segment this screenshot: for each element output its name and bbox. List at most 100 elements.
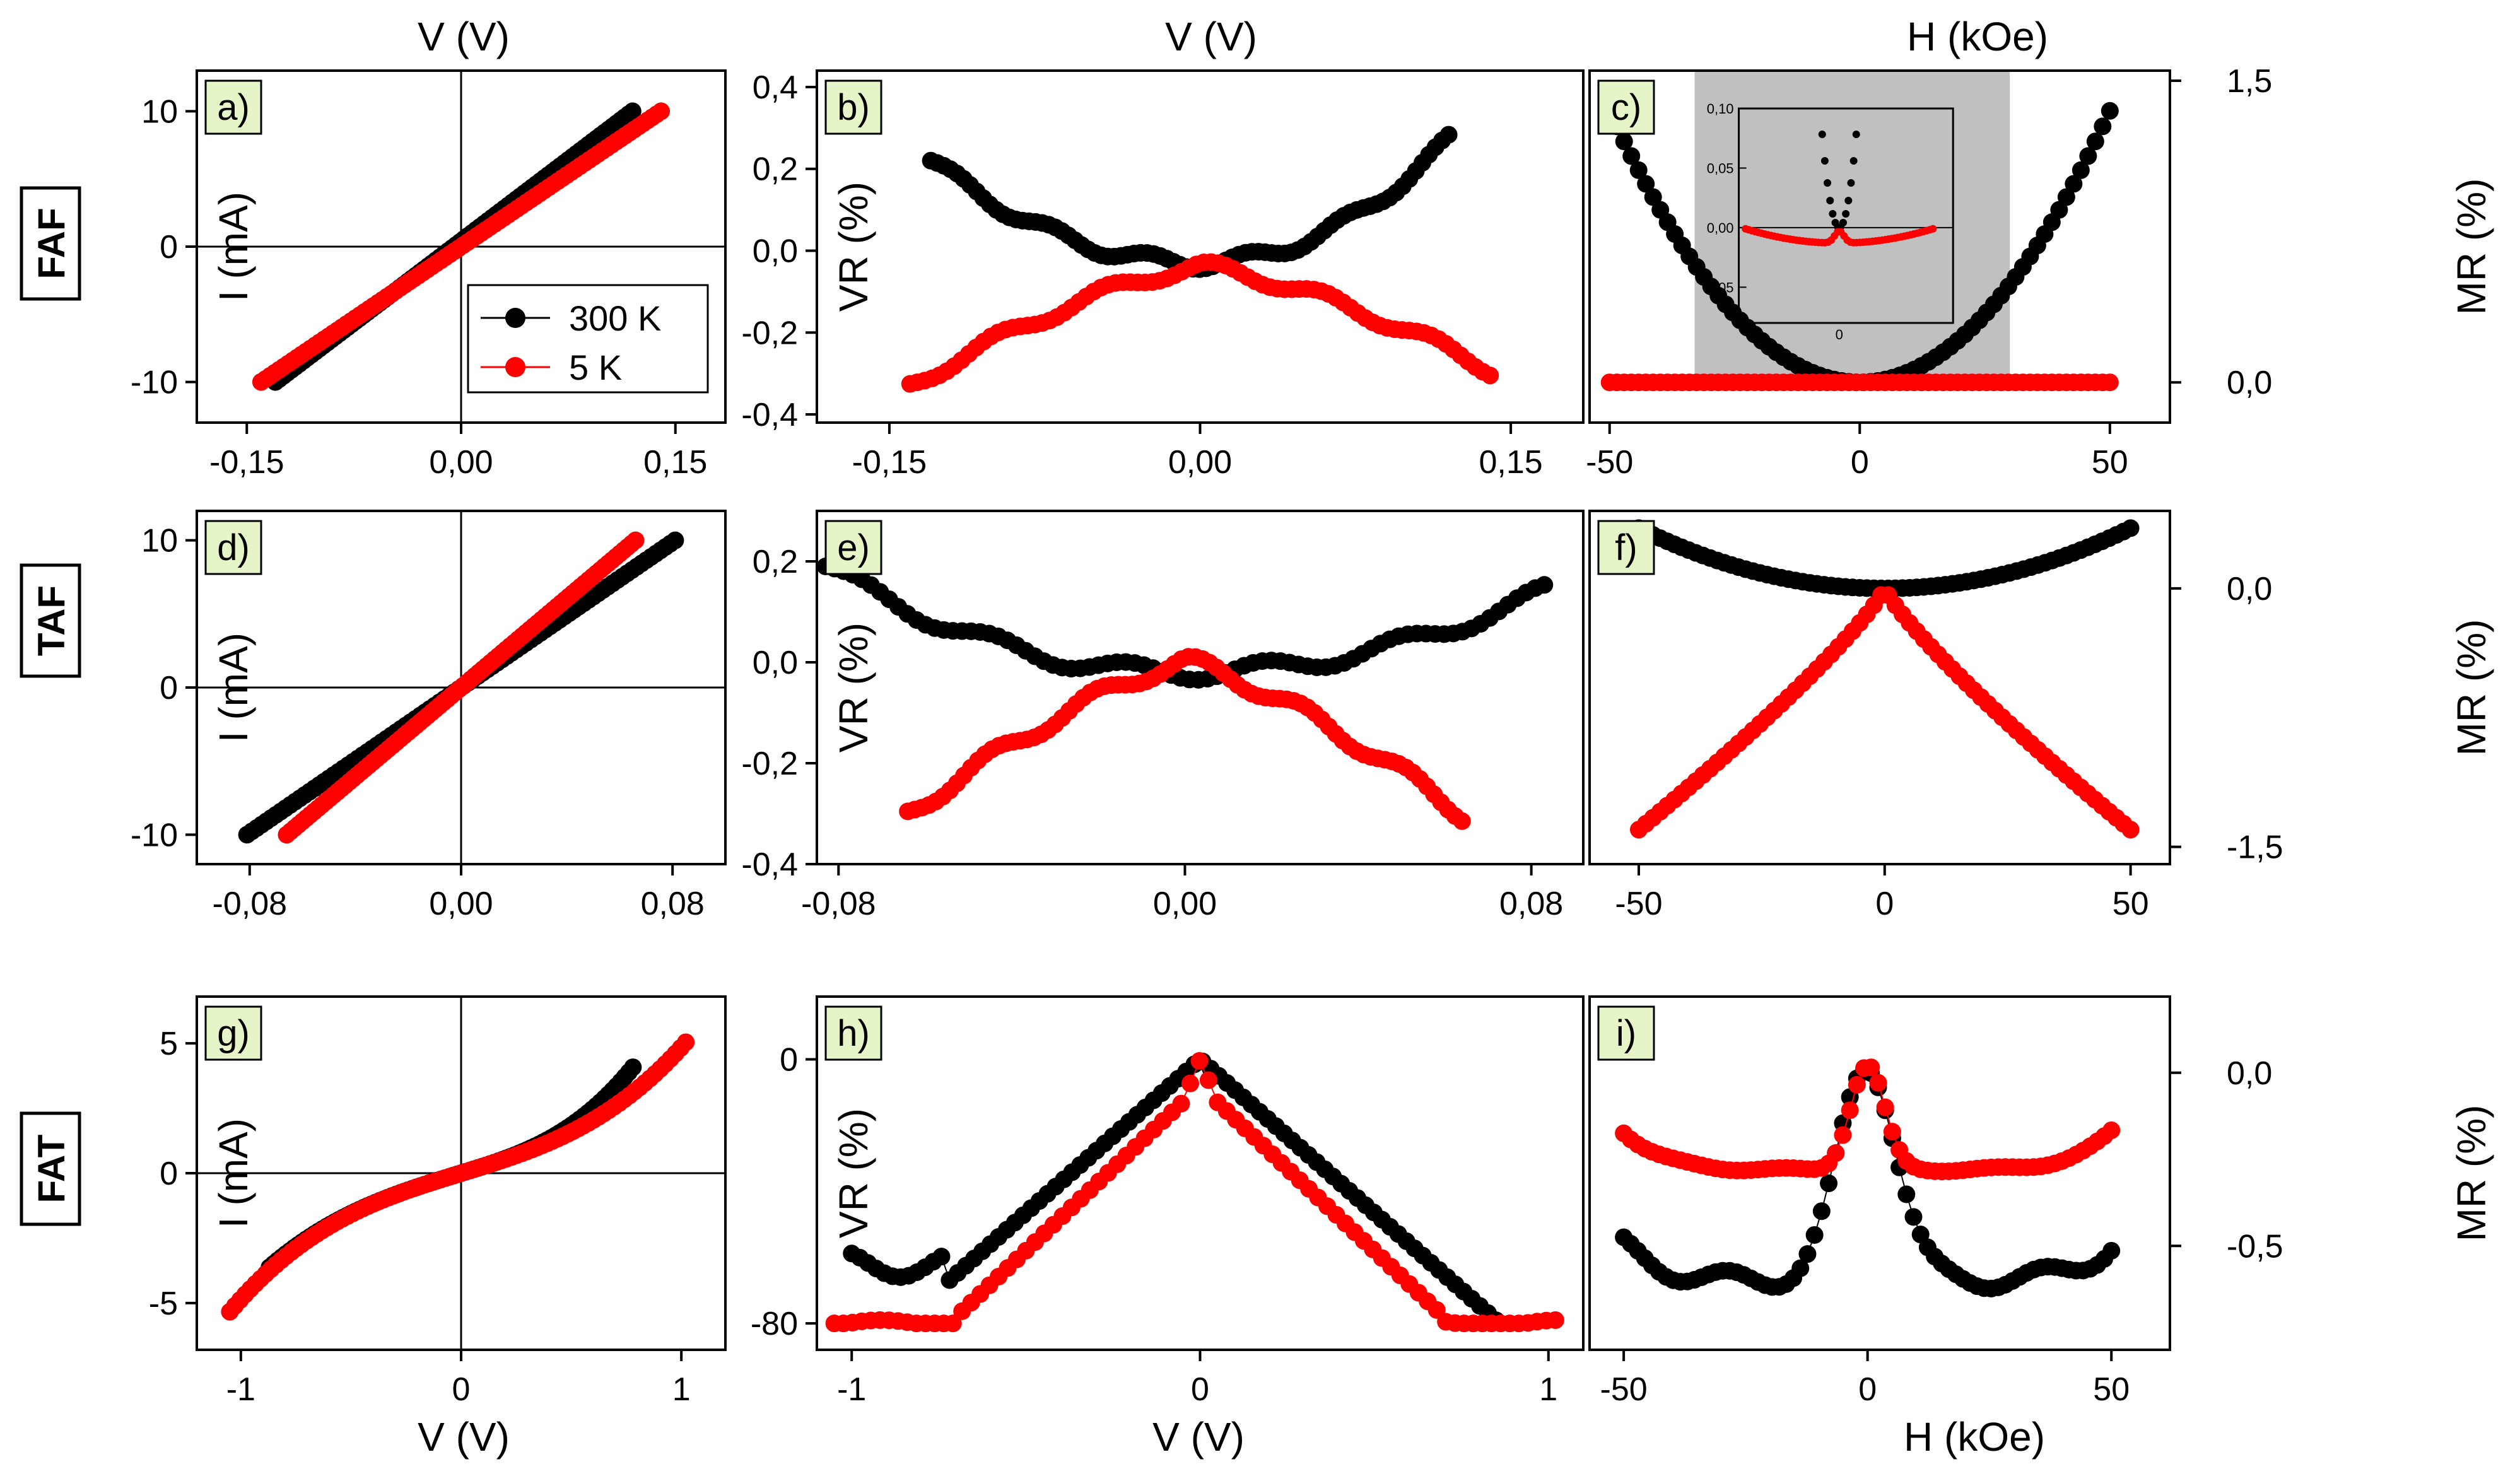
panel-frame (1588, 995, 2171, 1351)
ylabel-c: MR (%) (2449, 179, 2494, 315)
series-b-5k (901, 253, 1499, 393)
bottom-title-col1: V (V) (418, 1414, 510, 1460)
data-point (1439, 126, 1458, 144)
series-d-5k (278, 531, 645, 844)
data-point (2086, 132, 2104, 151)
ytick-label: 1,5 (2227, 63, 2272, 100)
xtick-label: 50 (2092, 444, 2128, 481)
ytick-label: 0 (160, 1156, 178, 1192)
series-f-5k (1629, 586, 2140, 839)
data-point (1535, 576, 1554, 594)
letter-text: a) (217, 87, 250, 128)
xtick-label: -0,08 (801, 886, 876, 922)
ytick-label: 0 (160, 229, 178, 266)
top-title-col2: V (V) (1165, 14, 1257, 59)
inset-point-300k (1839, 219, 1847, 227)
ytick-label: 0,2 (753, 151, 798, 188)
inset-frame (1738, 107, 1954, 324)
letter-text: d) (217, 527, 250, 568)
data-point (1181, 1074, 1199, 1092)
panel-letter-c: c) (1597, 79, 1655, 135)
row-label-taf: TAF (20, 563, 81, 678)
inset-point-300k (1826, 197, 1834, 205)
panel-i: -50 0 50 -0,5 0,0 MR (%) i) (1588, 995, 2494, 1408)
xtick-label: -0,15 (852, 444, 927, 481)
data-point (1848, 1075, 1866, 1094)
xtick-label: 0,08 (641, 886, 705, 922)
ytick-label: -1,5 (2227, 829, 2283, 866)
ylabel-d: I (mA) (211, 633, 256, 742)
legend-marker (505, 357, 525, 377)
data-point (2079, 147, 2097, 165)
ytick-label: 5 (160, 1026, 178, 1062)
ytick-label: -10 (131, 817, 178, 853)
inset-xtick-label: 0 (1836, 327, 1843, 342)
data-point (2102, 1121, 2121, 1139)
inset-point-300k (1818, 131, 1826, 139)
data-point (1453, 812, 1471, 830)
letter-text: h) (837, 1013, 870, 1054)
panel-letter-f: f) (1597, 520, 1655, 575)
xtick-label: 0,00 (1153, 886, 1217, 922)
letter-box (204, 520, 262, 575)
xtick-label: -0,15 (209, 444, 284, 481)
ytick-label: 0,0 (2227, 571, 2272, 607)
legend-label: 5 K (569, 348, 622, 387)
inset-point-300k (1844, 197, 1853, 205)
panel-d: -0,08 0,00 0,08 -10 0 10 I (mA) d) (131, 510, 727, 922)
data-point (1897, 1185, 1916, 1203)
data-point (1481, 366, 1499, 385)
xtick-label: 0 (1875, 886, 1894, 922)
letter-box (204, 1005, 262, 1061)
data-point (666, 531, 684, 549)
inset-point-300k (1824, 179, 1832, 187)
ytick-label: -0,2 (741, 746, 798, 782)
inset-point-300k (1842, 210, 1850, 218)
ytick-label: -0,4 (741, 846, 798, 883)
data-point (1869, 1074, 1887, 1092)
ytick-label: -5 (149, 1285, 178, 1322)
xtick-label: 50 (2093, 1371, 2130, 1408)
top-title-col1: V (V) (418, 14, 510, 59)
inset-ytick-label: 0,00 (1707, 220, 1734, 236)
letter-box (1597, 1005, 1655, 1061)
panel-letter-i: i) (1597, 1005, 1655, 1061)
inset-point-300k (1829, 210, 1837, 218)
panel-e: -0,08 0,00 0,08 -0,4 -0,2 0,0 0,2 VR (%) e) (741, 510, 1585, 922)
data-point (1827, 1144, 1845, 1162)
xtick-label: 1 (672, 1371, 691, 1408)
panel-letter-a: a) (204, 79, 262, 135)
xtick-label: -0,08 (213, 886, 288, 922)
ytick-label: -80 (751, 1306, 798, 1342)
data-point (1791, 1259, 1810, 1277)
series-line (1638, 594, 2131, 831)
panel-frame (816, 510, 1585, 865)
panel-frame (1588, 510, 2171, 865)
panel-letter-d: d) (204, 520, 262, 575)
svg-text:FAT: FAT (30, 1135, 73, 1203)
ytick-label: 0 (160, 670, 178, 706)
xtick-label: 1 (1539, 1371, 1557, 1408)
panel-letter-e: e) (824, 520, 882, 575)
series-i-300k (1615, 1061, 2121, 1297)
data-point (1883, 1123, 1901, 1141)
data-point (1199, 1071, 1217, 1089)
data-point (1172, 1094, 1190, 1113)
ytick-label: -0,5 (2227, 1228, 2283, 1265)
series-h-5k (825, 1052, 1564, 1333)
ylabel-e: VR (%) (831, 623, 876, 752)
xtick-label: 0,15 (1479, 444, 1542, 481)
data-point (932, 1248, 951, 1266)
xtick-label: -50 (1586, 444, 1633, 481)
data-point (1622, 147, 1641, 165)
inset-point-300k (1852, 131, 1860, 139)
inset-point-300k (1847, 179, 1855, 187)
ylabel-i: MR (%) (2449, 1105, 2494, 1242)
data-point (944, 1314, 962, 1333)
panel-letter-b: b) (824, 79, 882, 135)
xtick-label: -50 (1615, 886, 1662, 922)
data-point (2102, 1241, 2121, 1260)
xtick-label: 0 (1858, 1371, 1877, 1408)
